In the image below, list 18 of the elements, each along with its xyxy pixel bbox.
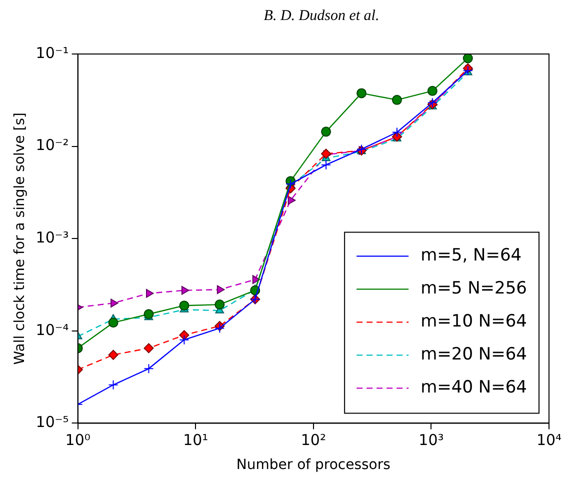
x-tick-label: 10⁴ (536, 431, 562, 450)
legend-label: m=40 N=64 (420, 378, 528, 398)
y-tick-label: 10⁻¹ (36, 44, 69, 62)
x-axis-title: Number of processors (236, 457, 390, 474)
legend-label: m=20 N=64 (420, 344, 528, 365)
legend-label: m=10 N=64 (420, 312, 528, 332)
x-tick-label: 10⁰ (65, 431, 90, 450)
y-tick-label: 10⁻³ (36, 228, 69, 246)
legend-label: m=5, N=64 (420, 246, 522, 266)
x-tick-label: 10³ (418, 431, 444, 450)
y-tick-label: 10⁻⁴ (36, 320, 69, 339)
y-axis-title: Wall clock time for a single solve [s] (12, 112, 28, 365)
y-tick-label: 10⁻⁵ (36, 413, 69, 432)
x-tick-label: 10² (300, 431, 326, 450)
y-tick-label: 10⁻² (36, 136, 69, 154)
text: B. D. Dudson et al. (262, 8, 380, 26)
legend-label: m=5 N=256 (420, 278, 528, 299)
x-tick-label: 10¹ (183, 431, 208, 450)
